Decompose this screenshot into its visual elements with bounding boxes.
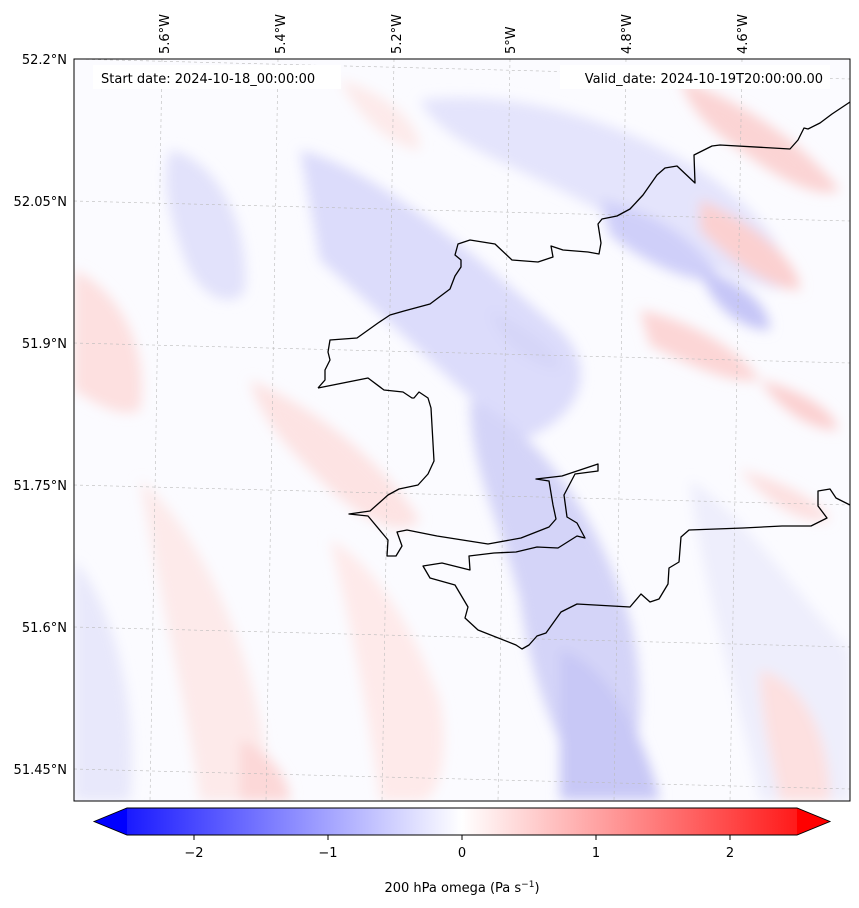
colorbar-max-extension <box>797 808 830 835</box>
start-date-box <box>93 65 341 89</box>
meridian-line <box>149 59 163 801</box>
colorbar-min-extension <box>94 808 127 835</box>
omega-positive-region <box>250 380 420 528</box>
lon-label: 5.4°W <box>274 14 289 54</box>
lat-label: 51.45°N <box>14 763 67 778</box>
omega-positive-region <box>240 740 290 801</box>
omega-negative-region <box>165 150 246 300</box>
colorbar-gradient <box>127 808 797 835</box>
colorbar-tick-label: −1 <box>318 846 337 861</box>
omega-negative-region <box>74 560 132 801</box>
omega-positive-region <box>640 310 760 381</box>
lat-label: 52.2°N <box>22 53 67 68</box>
lat-label: 52.05°N <box>14 195 67 210</box>
colorbar-tick-label: 0 <box>458 846 466 861</box>
colorbar-tick-label: 2 <box>726 846 734 861</box>
map-frame <box>73 58 851 802</box>
lon-label: 4.8°W <box>620 14 635 54</box>
omega-positive-region <box>340 80 420 150</box>
start-date-label: Start date: 2024-10-18_00:00:00 <box>101 72 315 87</box>
colorbar-outline <box>92 807 832 836</box>
lat-label: 51.75°N <box>14 479 67 494</box>
meridian-line <box>729 59 743 801</box>
coastline-south <box>317 377 850 650</box>
omega-negative-region <box>300 150 581 440</box>
coastline <box>317 101 850 650</box>
longitude-labels: 5.6°W 5.4°W 5.2°W 5°W 4.8°W 4.6°W <box>158 14 751 54</box>
lon-label: 5°W <box>504 26 519 54</box>
map-panel <box>73 58 851 802</box>
omega-positive-region <box>740 470 830 521</box>
gridlines <box>74 59 850 801</box>
omega-positive-region <box>74 270 142 413</box>
omega-field <box>74 59 850 801</box>
omega-negative-region <box>420 97 786 290</box>
valid-date-box <box>560 65 830 89</box>
lat-label: 51.9°N <box>22 337 67 352</box>
omega-positive-region <box>700 200 800 290</box>
omega-positive-region <box>680 80 840 193</box>
omega-negative-region <box>700 270 770 330</box>
lat-label: 51.6°N <box>22 621 67 636</box>
coastline-north <box>317 101 850 389</box>
lon-label: 5.6°W <box>158 14 173 54</box>
omega-positive-region <box>760 380 838 430</box>
header: Start date: 2024-10-18_00:00:00 Valid_da… <box>93 65 830 89</box>
meridian-line <box>381 59 395 801</box>
omega-positive-region <box>140 480 266 801</box>
colorbar-label: 200 hPa omega (Pa s−1) <box>384 880 539 896</box>
meridian-line <box>265 59 279 801</box>
colorbar-tick-label: 1 <box>592 846 600 861</box>
omega-positive-region <box>330 540 444 801</box>
valid-date-label: Valid_date: 2024-10-19T20:00:00.00 <box>585 72 823 87</box>
lon-label: 5.2°W <box>390 14 405 54</box>
colorbar: −2 −1 0 1 2 200 hPa omega (Pa s−1) <box>92 807 832 896</box>
omega-positive-region <box>760 670 830 801</box>
omega-negative-region <box>560 650 660 800</box>
colorbar-ticks: −2 −1 0 1 2 <box>184 835 734 861</box>
meridian-line <box>497 59 511 801</box>
lon-label: 4.6°W <box>736 14 751 54</box>
latitude-labels: 52.2°N 52.05°N 51.9°N 51.75°N 51.6°N 51.… <box>14 53 67 778</box>
meridian-line <box>613 59 627 801</box>
colorbar-tick-label: −2 <box>184 846 203 861</box>
omega-negative-region <box>600 200 720 281</box>
